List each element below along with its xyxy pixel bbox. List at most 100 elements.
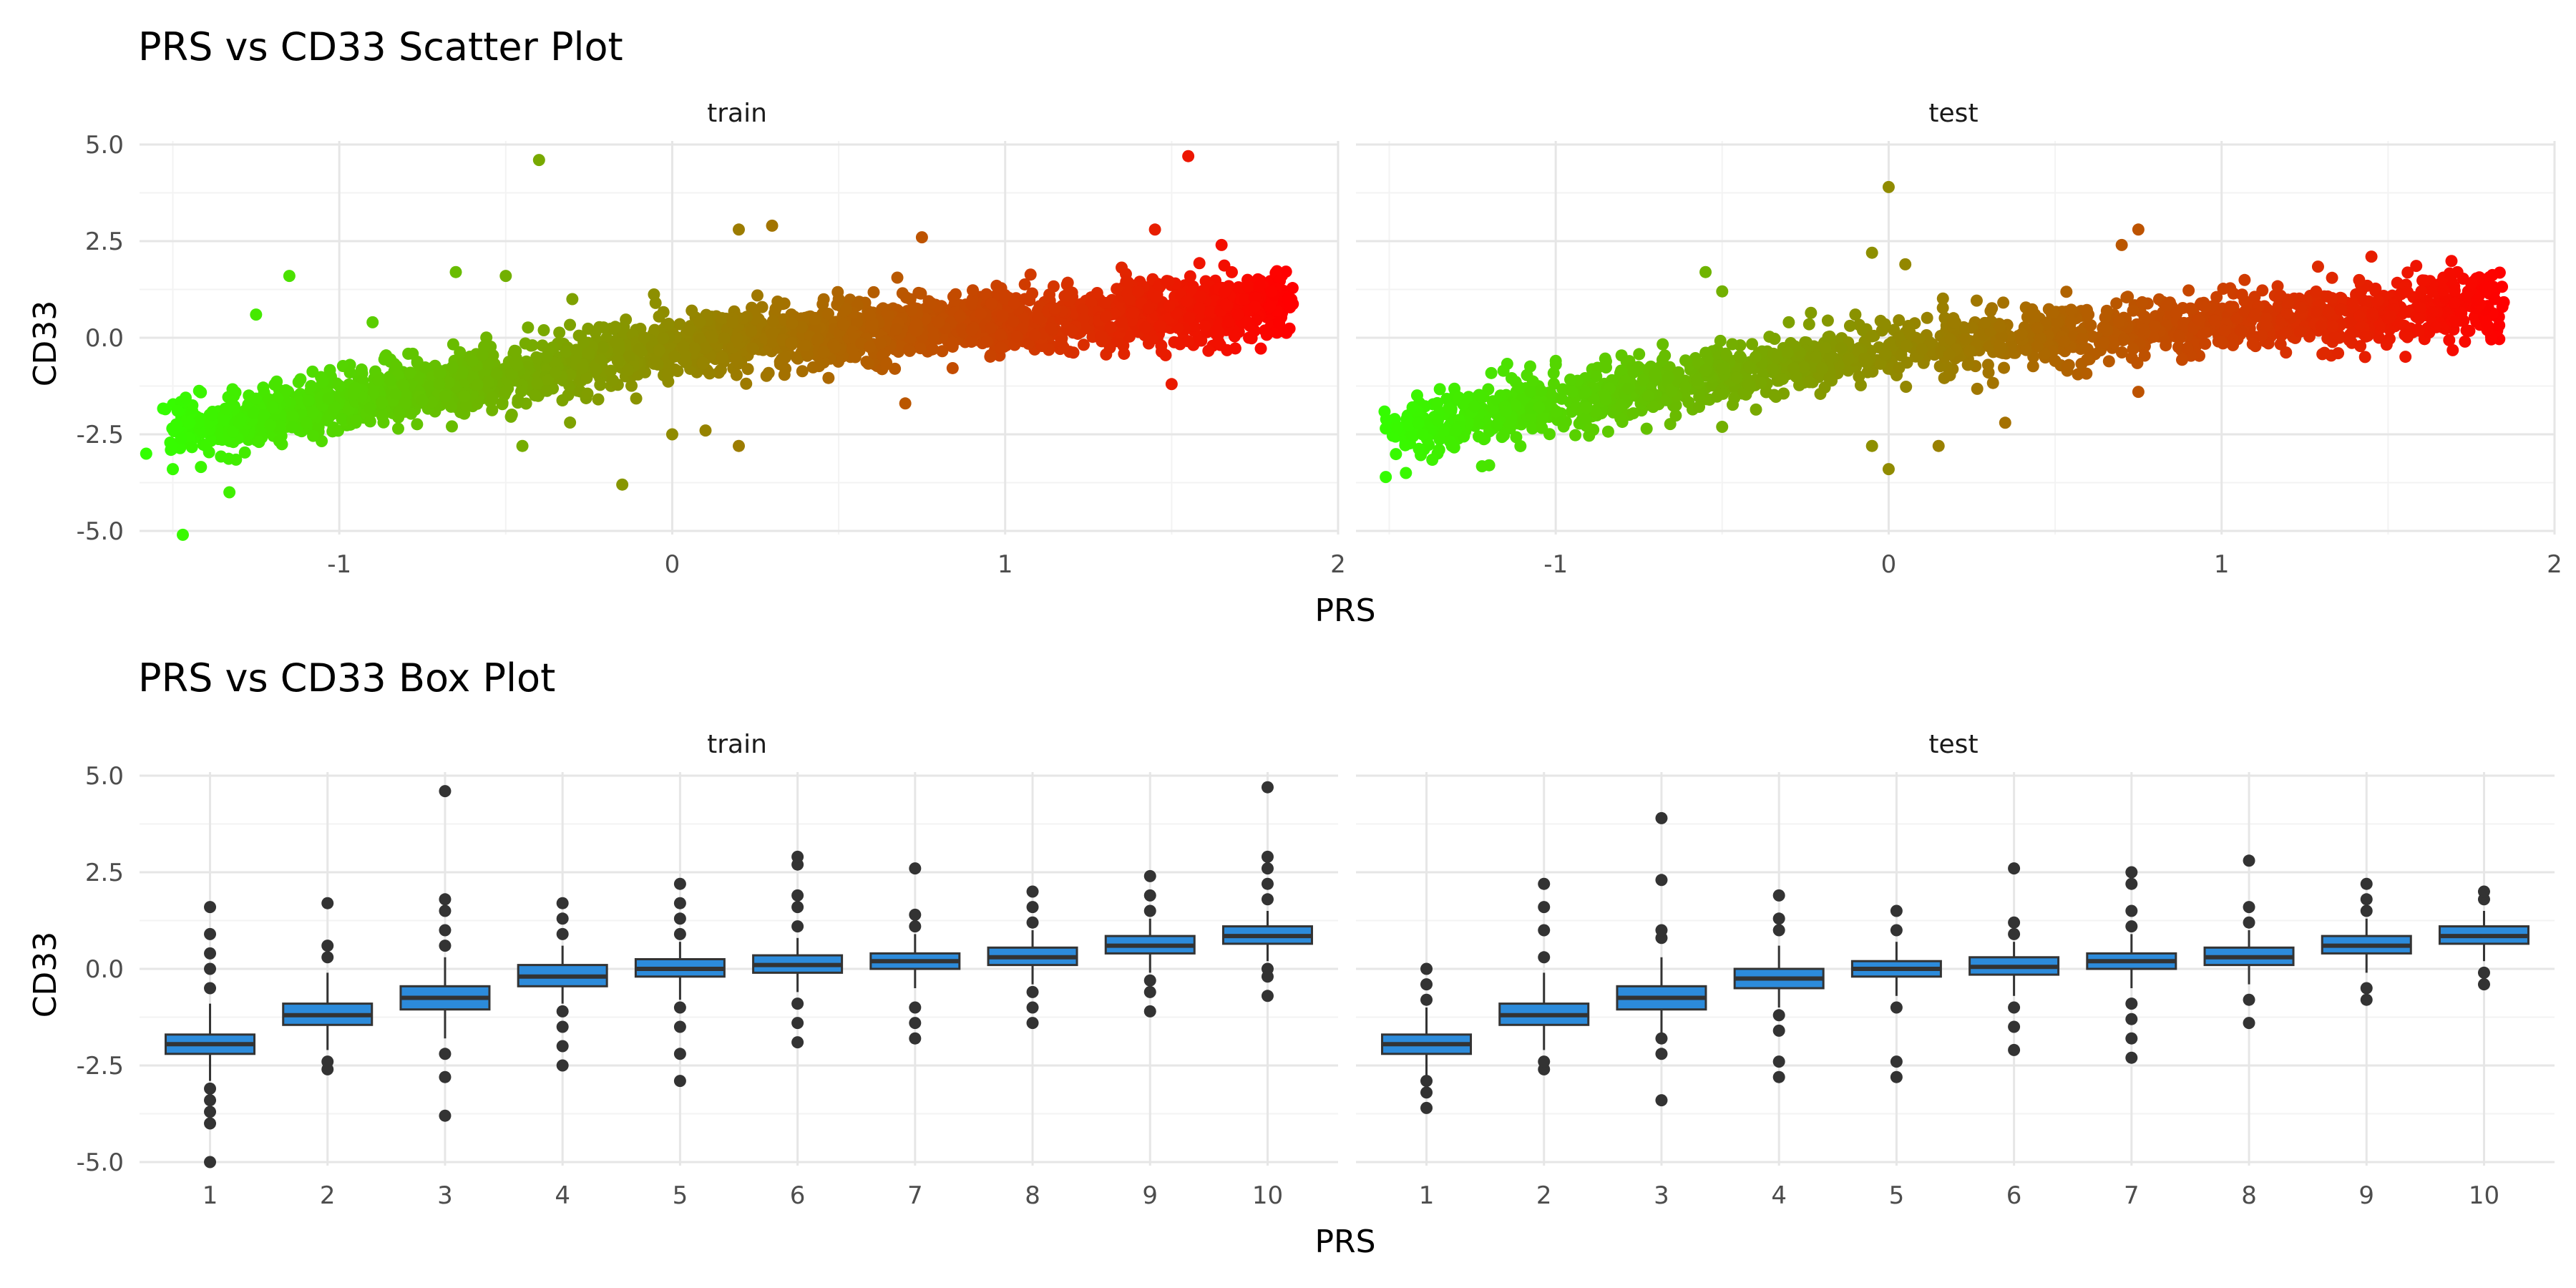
data-point <box>2181 341 2194 354</box>
box-outlier <box>204 927 217 940</box>
data-point <box>1239 293 1252 306</box>
data-point <box>2271 280 2284 293</box>
box-outlier <box>673 1020 686 1033</box>
data-point <box>2031 321 2044 334</box>
data-point <box>1900 339 1913 352</box>
data-point <box>1749 351 1762 364</box>
data-point <box>2122 291 2135 303</box>
data-point <box>1865 246 1878 259</box>
data-point <box>238 446 251 459</box>
data-point <box>1536 421 1548 434</box>
box-title: PRS vs CD33 Box Plot <box>138 655 555 701</box>
data-point <box>566 293 579 306</box>
data-point <box>2471 294 2484 307</box>
data-point <box>270 391 283 404</box>
data-point <box>2274 338 2287 351</box>
data-point <box>927 343 940 356</box>
data-point <box>1963 344 1976 357</box>
box-outlier <box>556 1005 569 1018</box>
data-point <box>1750 403 1762 416</box>
data-point <box>697 356 710 369</box>
data-point <box>1627 366 1640 379</box>
data-point <box>1498 429 1511 441</box>
data-point <box>766 219 779 232</box>
data-point <box>730 352 743 365</box>
data-point <box>2127 343 2140 356</box>
data-point <box>609 321 622 333</box>
data-point <box>223 486 236 499</box>
data-point <box>1913 333 1926 346</box>
data-point <box>376 396 389 409</box>
data-point <box>1264 301 1277 313</box>
box-outlier <box>204 1106 217 1118</box>
data-point <box>1878 318 1891 331</box>
data-point <box>2160 339 2172 352</box>
data-point <box>2139 323 2152 336</box>
box-outlier <box>1261 877 1274 890</box>
box-outlier <box>1890 1055 1903 1068</box>
box-outlier <box>556 1040 569 1053</box>
box-outlier <box>439 1048 452 1060</box>
data-point <box>1621 382 1634 395</box>
data-point <box>581 387 594 400</box>
data-point <box>1104 321 1117 334</box>
box-outlier <box>1772 1070 1785 1083</box>
data-point <box>1194 290 1207 303</box>
data-point <box>1032 312 1045 325</box>
x-tick-label: 9 <box>1142 1181 1158 1210</box>
box-outlier <box>1772 1024 1785 1037</box>
data-point <box>2318 346 2331 359</box>
data-point <box>2218 324 2231 337</box>
data-point <box>2448 296 2461 309</box>
data-point <box>1781 346 1794 359</box>
y-tick-label: 2.5 <box>85 228 124 256</box>
data-point <box>980 288 992 301</box>
box-outlier <box>909 1017 922 1030</box>
data-point <box>932 316 945 328</box>
data-point <box>349 381 362 394</box>
data-point <box>1221 299 1234 312</box>
data-point <box>1714 334 1727 347</box>
data-point <box>1726 338 1739 351</box>
data-point <box>766 315 779 328</box>
data-point <box>2371 294 2384 307</box>
data-point <box>1497 364 1510 377</box>
data-point <box>1550 405 1563 418</box>
box-outlier <box>791 920 804 933</box>
x-tick-label: 1 <box>2214 550 2230 579</box>
data-point <box>396 379 409 391</box>
data-point <box>423 380 436 393</box>
data-point <box>1641 389 1654 402</box>
data-point <box>965 323 978 336</box>
data-point <box>849 351 862 364</box>
data-point <box>2358 351 2371 364</box>
data-point <box>910 318 923 331</box>
data-point <box>490 367 503 380</box>
data-point <box>159 403 172 416</box>
data-point <box>1202 344 1215 357</box>
data-point <box>1797 361 1810 374</box>
data-point <box>1450 424 1463 437</box>
data-point <box>1100 348 1113 361</box>
data-point <box>1717 387 1729 400</box>
box-outlier <box>1420 962 1433 975</box>
data-point <box>366 316 379 328</box>
data-point <box>1155 339 1168 352</box>
data-point <box>1878 348 1891 361</box>
data-point <box>1055 335 1068 348</box>
data-point <box>508 344 521 357</box>
data-point <box>486 391 499 404</box>
data-point <box>653 344 665 357</box>
data-point <box>2031 340 2044 353</box>
data-point <box>300 416 313 429</box>
data-point <box>740 377 753 390</box>
data-point <box>2115 238 2128 251</box>
data-point <box>2334 303 2347 316</box>
data-point <box>1183 311 1196 324</box>
data-point <box>2172 329 2185 342</box>
data-point <box>1579 411 1592 424</box>
data-point <box>864 341 877 353</box>
data-point <box>2465 277 2478 290</box>
data-point <box>821 307 834 320</box>
data-point <box>1755 376 1767 389</box>
